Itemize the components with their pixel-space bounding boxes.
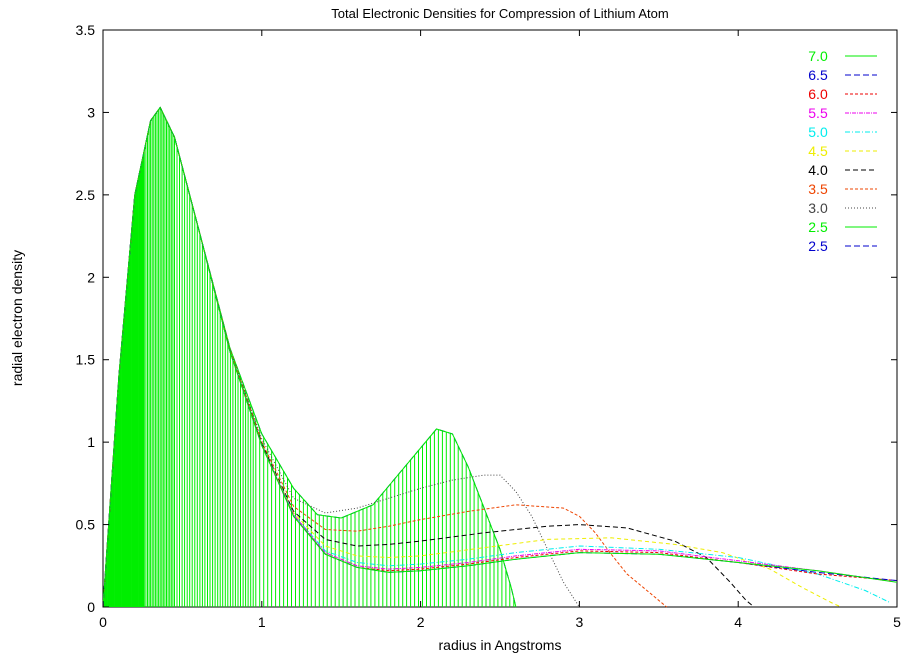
legend-label-8: 3.0 (808, 200, 828, 216)
series-lines (102, 106, 898, 608)
legend-label-9: 2.5 (808, 219, 828, 235)
legend-label-0: 7.0 (808, 48, 828, 64)
y-tick-label: 3 (87, 104, 95, 120)
y-tick-label: 0.5 (76, 517, 96, 533)
series-line-3 (102, 106, 898, 608)
legend-label-7: 3.5 (808, 181, 828, 197)
legend-label-2: 6.0 (808, 86, 828, 102)
green-hatch-fill (103, 107, 515, 607)
chart-title: Total Electronic Densities for Compressi… (331, 6, 668, 21)
x-tick-label: 2 (417, 614, 425, 630)
series-line-8 (102, 106, 580, 608)
series-line-5 (102, 106, 842, 608)
y-axis-label: radial electron density (9, 250, 25, 386)
y-tick-label: 1.5 (76, 352, 96, 368)
series-line-0 (102, 106, 898, 608)
plot-frame (102, 29, 898, 608)
series-line-1 (102, 106, 898, 608)
legend-label-1: 6.5 (808, 67, 828, 83)
x-tick-label: 3 (576, 614, 584, 630)
x-axis-label: radius in Angstroms (439, 637, 562, 653)
legend-label-6: 4.0 (808, 162, 828, 178)
series-line-2 (102, 106, 898, 608)
legend-label-5: 4.5 (808, 143, 828, 159)
legend-label-10: 2.5 (808, 238, 828, 254)
y-tick-label: 0 (87, 599, 95, 615)
series-line-6 (102, 106, 755, 608)
legend-label-4: 5.0 (808, 124, 828, 140)
y-tick-label: 2 (87, 269, 95, 285)
x-tick-label: 0 (99, 614, 107, 630)
y-tick-label: 3.5 (76, 22, 96, 38)
x-tick-label: 4 (734, 614, 742, 630)
x-tick-label: 1 (258, 614, 266, 630)
y-tick-label: 1 (87, 434, 95, 450)
axis-ticks: 0 1 2 3 4 5 0 0.5 1 1.5 2 2.5 3 3.5 (76, 22, 902, 630)
legend-label-3: 5.5 (808, 105, 828, 121)
x-tick-label: 5 (893, 614, 901, 630)
y-tick-label: 2.5 (76, 187, 96, 203)
legend: 7.0 6.5 6.0 5.5 5.0 4.5 4.0 3.5 3.0 2.5 2.5 (808, 48, 877, 254)
series-line-4 (102, 106, 890, 608)
